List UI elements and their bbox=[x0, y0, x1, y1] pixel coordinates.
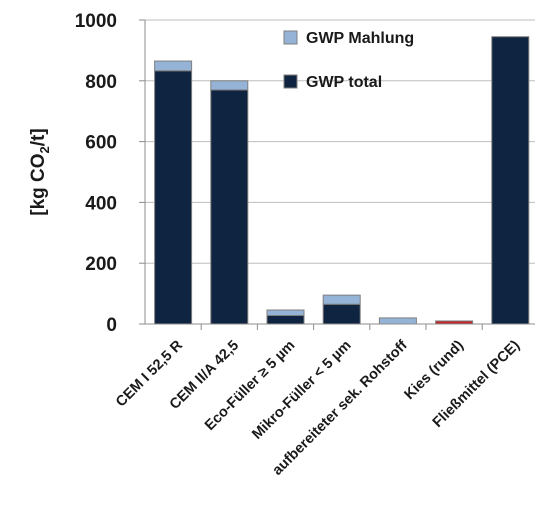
y-tick-labels: 0 200 400 600 800 1000 bbox=[75, 11, 117, 336]
y-tick-label: 0 bbox=[106, 315, 117, 336]
y-axis-label: [kg CO2/t] bbox=[28, 128, 52, 215]
bar-gwp-total bbox=[154, 70, 193, 325]
bar-gwp-total bbox=[322, 303, 361, 325]
bar-gwp-mahlung bbox=[154, 60, 193, 72]
y-tick-label: 1000 bbox=[75, 11, 117, 32]
bar-gwp-total bbox=[210, 89, 249, 325]
legend-swatch bbox=[283, 74, 298, 89]
bar-gwp-mahlung bbox=[210, 80, 249, 91]
bar-gwp-total bbox=[266, 314, 305, 325]
legend-label: GWP total bbox=[306, 74, 382, 91]
bar-gwp-mahlung bbox=[378, 317, 417, 325]
axes bbox=[139, 19, 535, 325]
bar-gwp-mahlung bbox=[322, 294, 361, 305]
grid-lines bbox=[145, 19, 535, 264]
legend: GWP Mahlung GWP total bbox=[283, 30, 414, 91]
y-tick-label: 200 bbox=[85, 254, 117, 275]
bars bbox=[154, 36, 530, 330]
y-tick-label: 400 bbox=[85, 193, 117, 214]
y-tick-label: 800 bbox=[85, 72, 117, 93]
bar-gwp-mahlung bbox=[266, 309, 305, 316]
x-category-label: Mikro-Füller < 5 µm bbox=[249, 338, 354, 443]
bar-gwp-total bbox=[491, 36, 530, 325]
y-tick-label: 600 bbox=[85, 133, 117, 154]
legend-label: GWP Mahlung bbox=[306, 30, 414, 47]
legend-swatch bbox=[283, 30, 298, 45]
